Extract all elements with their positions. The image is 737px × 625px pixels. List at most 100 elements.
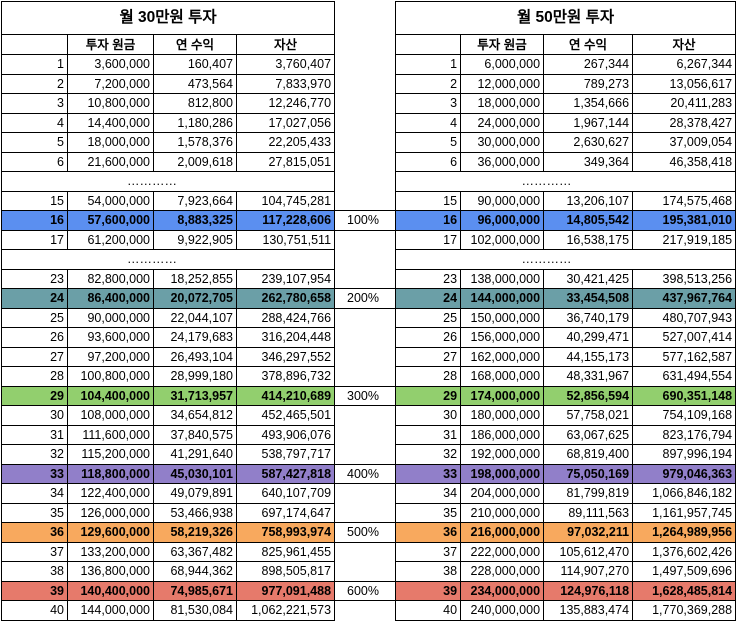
- gap-cell: [395, 171, 461, 192]
- number-cell: 7,833,970: [235, 73, 336, 94]
- number-cell: 825,961,455: [235, 541, 336, 562]
- number-cell: 20,411,283: [632, 93, 737, 114]
- milestone: [334, 366, 397, 386]
- number-cell: 346,297,552: [235, 346, 336, 367]
- data-row: 6 21,600,000 2,009,618 27,815,051 6 36,000,00…: [1, 151, 737, 172]
- row-index: 27: [1, 346, 68, 367]
- row-index: 37: [1, 541, 68, 562]
- milestone: [334, 483, 397, 503]
- number-cell: 1,497,509,696: [632, 561, 737, 582]
- row-index: 26: [1, 327, 68, 348]
- row-index: 6: [1, 151, 68, 172]
- milestone: [334, 561, 397, 581]
- number-cell: 133,200,000: [67, 541, 154, 562]
- number-cell: 21,600,000: [67, 151, 154, 172]
- milestone: [334, 600, 397, 620]
- number-cell: 222,000,000: [460, 541, 545, 562]
- number-cell: 823,176,794: [632, 424, 737, 445]
- number-cell: 195,381,010: [632, 210, 737, 231]
- number-cell: 52,856,594: [543, 385, 634, 406]
- number-cell: 22,044,107: [153, 307, 237, 328]
- number-cell: 180,000,000: [460, 405, 545, 426]
- number-cell: 68,944,362: [153, 561, 237, 582]
- row-index: 25: [395, 307, 462, 328]
- number-cell: 204,000,000: [460, 483, 545, 504]
- number-cell: 40,299,471: [543, 327, 634, 348]
- number-cell: 1,180,286: [153, 112, 237, 133]
- number-cell: 82,800,000: [67, 268, 154, 289]
- number-cell: 527,007,414: [632, 327, 737, 348]
- row-index: 24: [1, 288, 68, 309]
- number-cell: 8,883,325: [153, 210, 237, 231]
- number-cell: 100,800,000: [67, 366, 154, 387]
- gap-cell: [236, 249, 336, 270]
- number-cell: 75,050,169: [543, 463, 634, 484]
- milestone: [334, 171, 397, 191]
- number-cell: 117,228,606: [235, 210, 336, 231]
- row-index: 17: [1, 229, 68, 250]
- header-cell: 투자 원금: [460, 34, 545, 55]
- row-index: 2: [1, 73, 68, 94]
- number-cell: 2,630,627: [543, 132, 634, 153]
- milestone: [334, 230, 397, 250]
- data-row: 3 10,800,000 812,800 12,246,770 3 18,000,000 1…: [1, 93, 737, 114]
- title-row: 월 30만원 투자 월 50만원 투자: [0, 1, 737, 35]
- row-index: 1: [1, 54, 68, 75]
- milestone: [334, 74, 397, 94]
- number-cell: 97,200,000: [67, 346, 154, 367]
- table-title: 월 30만원 투자: [0, 1, 336, 35]
- row-index: 4: [395, 112, 462, 133]
- data-row: 28 100,800,000 28,999,180 378,896,732 28 168,…: [1, 366, 737, 387]
- gap-cell: [236, 171, 336, 192]
- number-cell: 452,465,501: [235, 405, 336, 426]
- data-row: 24 86,400,000 20,072,705 262,780,658 200% 24 1…: [1, 288, 737, 309]
- number-cell: 210,000,000: [460, 502, 545, 523]
- number-cell: 124,976,118: [543, 580, 634, 601]
- number-cell: 93,600,000: [67, 327, 154, 348]
- number-cell: 150,000,000: [460, 307, 545, 328]
- number-cell: 129,600,000: [67, 522, 154, 543]
- number-cell: 216,000,000: [460, 522, 545, 543]
- number-cell: 45,030,101: [153, 463, 237, 484]
- number-cell: 104,745,281: [235, 190, 336, 211]
- number-cell: 86,400,000: [67, 288, 154, 309]
- number-cell: 1,062,221,573: [235, 600, 336, 621]
- number-cell: 160,407: [153, 54, 237, 75]
- number-cell: 217,919,185: [632, 229, 737, 250]
- number-cell: 12,000,000: [460, 73, 545, 94]
- number-cell: 239,107,954: [235, 268, 336, 289]
- gap-cell: [1, 171, 68, 192]
- data-row: 33 118,800,000 45,030,101 587,427,818 400% 33…: [1, 463, 737, 484]
- number-cell: 162,000,000: [460, 346, 545, 367]
- number-cell: 49,079,891: [153, 483, 237, 504]
- milestone: [334, 347, 397, 367]
- number-cell: 18,000,000: [460, 93, 545, 114]
- number-cell: 690,351,148: [632, 385, 737, 406]
- number-cell: 174,575,468: [632, 190, 737, 211]
- gap-cell: [632, 171, 737, 192]
- number-cell: 1,967,144: [543, 112, 634, 133]
- row-index: 3: [395, 93, 462, 114]
- number-cell: 13,206,107: [543, 190, 634, 211]
- row-index: 33: [395, 463, 462, 484]
- number-cell: 48,331,967: [543, 366, 634, 387]
- row-index: 16: [395, 210, 462, 231]
- number-cell: 57,758,021: [543, 405, 634, 426]
- number-cell: 378,896,732: [235, 366, 336, 387]
- number-cell: 33,454,508: [543, 288, 634, 309]
- row-index: 32: [1, 444, 68, 465]
- number-cell: 9,922,905: [153, 229, 237, 250]
- number-cell: 1,354,666: [543, 93, 634, 114]
- row-index: 28: [1, 366, 68, 387]
- number-cell: 758,993,974: [235, 522, 336, 543]
- number-cell: 63,067,625: [543, 424, 634, 445]
- number-cell: 90,000,000: [460, 190, 545, 211]
- milestone: [334, 54, 397, 74]
- number-cell: 37,009,054: [632, 132, 737, 153]
- number-cell: 1,264,989,956: [632, 522, 737, 543]
- row-index: 40: [1, 600, 68, 621]
- number-cell: 34,654,812: [153, 405, 237, 426]
- number-cell: 10,800,000: [67, 93, 154, 114]
- number-cell: 36,740,179: [543, 307, 634, 328]
